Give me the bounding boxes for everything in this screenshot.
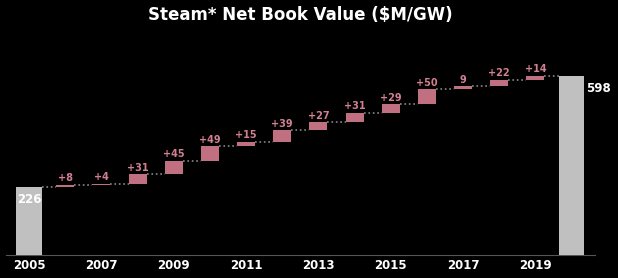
Text: +22: +22 — [488, 68, 510, 78]
Text: +14: +14 — [525, 64, 546, 74]
Title: Steam* Net Book Value ($M/GW): Steam* Net Book Value ($M/GW) — [148, 6, 452, 24]
Text: +45: +45 — [163, 149, 185, 159]
Text: 9: 9 — [460, 75, 467, 85]
Bar — [382, 104, 400, 113]
Text: +8: +8 — [57, 173, 73, 183]
Text: +15: +15 — [235, 130, 257, 140]
Bar — [164, 161, 183, 174]
Text: +4: +4 — [94, 172, 109, 182]
Bar — [490, 80, 508, 86]
Text: +29: +29 — [380, 93, 402, 103]
Bar — [17, 187, 42, 255]
Text: +50: +50 — [416, 78, 438, 88]
Bar — [418, 89, 436, 104]
Bar — [454, 86, 472, 89]
Text: 598: 598 — [586, 82, 611, 95]
Text: 226: 226 — [17, 193, 41, 206]
Bar — [310, 122, 328, 130]
Text: +27: +27 — [308, 111, 329, 121]
Text: +31: +31 — [344, 101, 365, 111]
Text: +39: +39 — [271, 119, 293, 129]
Bar — [92, 183, 111, 185]
Bar — [273, 130, 291, 142]
Bar — [559, 76, 584, 255]
Text: +31: +31 — [127, 163, 148, 173]
Bar — [527, 76, 544, 80]
Text: +49: +49 — [199, 135, 221, 145]
Bar — [237, 142, 255, 146]
Bar — [345, 113, 363, 122]
Bar — [129, 174, 146, 183]
Bar — [201, 146, 219, 161]
Bar — [56, 185, 74, 187]
